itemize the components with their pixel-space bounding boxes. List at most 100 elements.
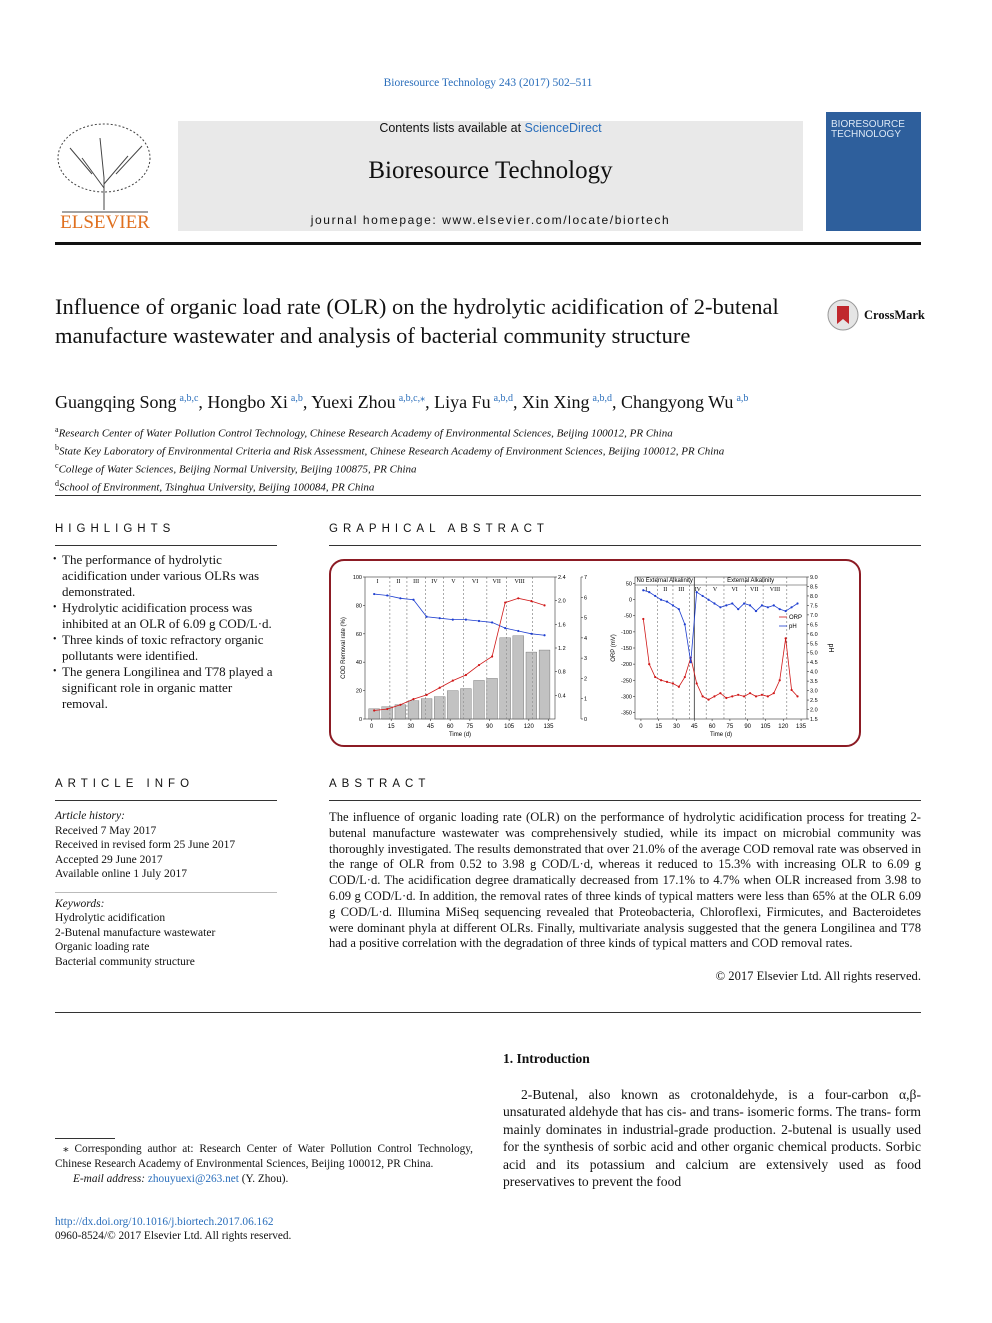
phase-label: VIII (514, 579, 524, 585)
cover-title: BIORESOURCE TECHNOLOGY (831, 119, 905, 140)
citation[interactable]: Bioresource Technology 243 (2017) 502–51… (383, 77, 593, 89)
bar (447, 690, 459, 720)
bar (512, 635, 524, 720)
crossmark-text: CrossMark (864, 307, 925, 322)
highlight: The genera Longilinea and T78 played a s… (53, 664, 277, 712)
y-tick-label: 2.0 (810, 708, 818, 714)
phase-label: II (663, 587, 667, 593)
series-point (790, 688, 793, 692)
affiliation-mark: c (55, 461, 59, 471)
y-tick-label: 5 (584, 616, 587, 622)
series-point (543, 604, 546, 607)
divider (55, 1012, 921, 1013)
crossmark-icon (827, 299, 859, 331)
author-name: Guangqing Song (55, 392, 177, 412)
logo-tree (57, 123, 151, 213)
divider (55, 891, 277, 893)
y-tick-label: 1.2 (558, 646, 566, 652)
phase-label: VII (750, 587, 758, 593)
y-axis-label: ORP (mV) (611, 634, 617, 662)
email[interactable]: zhouyuexi@263.net (147, 1173, 239, 1185)
y-tick-label: 2.0 (558, 599, 566, 605)
phase-label: I (645, 587, 647, 593)
crossmark[interactable]: CrossMark (826, 298, 925, 332)
y-tick-label: 3.0 (810, 689, 818, 695)
series-point (737, 693, 740, 696)
legend-label: ORP (789, 615, 802, 621)
series-point (373, 709, 376, 712)
series-point (743, 602, 746, 605)
series-point (451, 618, 454, 621)
series-point (695, 591, 698, 594)
x-axis-label: Time (d) (449, 732, 471, 738)
doi[interactable]: http://dx.doi.org/10.1016/j.biortech.201… (55, 1216, 274, 1228)
series-point (412, 698, 415, 701)
journal-banner (178, 121, 803, 231)
phase-label: II (396, 579, 400, 585)
region-label: No External Alkalinity (636, 578, 692, 584)
affiliation-list: aResearch Center of Water Pollution Cont… (55, 423, 724, 496)
series-point (778, 608, 781, 611)
y-tick-label: 0.8 (558, 670, 566, 676)
phase-label: VIII (770, 587, 780, 593)
y-tick-label: 8.5 (810, 584, 818, 590)
bar (381, 706, 393, 720)
series-point (386, 707, 389, 711)
affiliation: cCollege of Water Sciences, Beijing Norm… (55, 459, 724, 477)
series-point (713, 602, 716, 605)
series-point (373, 592, 376, 596)
series-point (790, 606, 793, 609)
divider (55, 545, 277, 546)
keyword: 2-Butenal manufacture wastewater (55, 926, 216, 939)
keywords-list: Hydrolytic acidification 2-Butenal manufa… (55, 911, 277, 969)
y-tick-label: 5.0 (810, 651, 818, 657)
y-tick-label: 8.0 (810, 594, 818, 600)
x-tick-label: 90 (486, 724, 493, 730)
y-tick-label: 2.4 (558, 575, 566, 581)
y-tick-label: 6.0 (810, 632, 818, 638)
author-name: Liya Fu (434, 392, 491, 412)
x-tick-label: 15 (388, 724, 395, 730)
series-point (642, 589, 645, 592)
crossmark-ribbon (837, 306, 849, 324)
series-point (748, 604, 752, 607)
series-point (659, 679, 663, 682)
x-tick-label: 105 (504, 724, 515, 730)
series-point (754, 609, 758, 613)
keyword: Bacterial community structure (55, 955, 195, 968)
y-tick-label: 1.6 (558, 622, 566, 628)
series-point (784, 609, 787, 613)
series-point (477, 619, 481, 623)
footnote: ⁎ Corresponding author at: Research Cent… (55, 1142, 473, 1187)
x-axis-label: Time (d) (710, 732, 732, 738)
series-point (491, 621, 494, 624)
contents-line: Contents lists available at ScienceDirec… (178, 121, 803, 135)
phase-label: VI (472, 579, 478, 585)
x-tick-label: 75 (466, 724, 473, 730)
bar (499, 637, 511, 720)
phase-label: III (413, 579, 419, 585)
y-tick-label: 3.5 (810, 679, 818, 685)
series-point (748, 692, 752, 695)
keywords-label: Keywords: (55, 897, 105, 910)
journal-name: Bioresource Technology (368, 157, 613, 184)
author: Yuexi Zhou a,b,c,⁎ (311, 392, 434, 412)
x-tick-label: 105 (760, 724, 771, 730)
y-tick-label: -100 (621, 630, 632, 636)
affiliation-mark: d (55, 479, 59, 489)
tree-crown (57, 123, 151, 193)
homepage[interactable]: journal homepage: www.elsevier.com/locat… (310, 213, 671, 227)
series-point (491, 655, 494, 658)
y-tick-label: -300 (621, 694, 632, 700)
divider (55, 495, 921, 496)
x-tick-label: 30 (673, 724, 680, 730)
series-point (677, 685, 680, 688)
bar (407, 700, 420, 720)
divider (329, 545, 921, 546)
sciencedirect-link[interactable]: ScienceDirect (524, 121, 602, 135)
y-axis-label: COD Removal rate (%) (341, 617, 347, 679)
series-point (464, 673, 467, 677)
affiliation: aResearch Center of Water Pollution Cont… (55, 423, 724, 441)
abstract-heading: ABSTRACT (329, 778, 431, 790)
